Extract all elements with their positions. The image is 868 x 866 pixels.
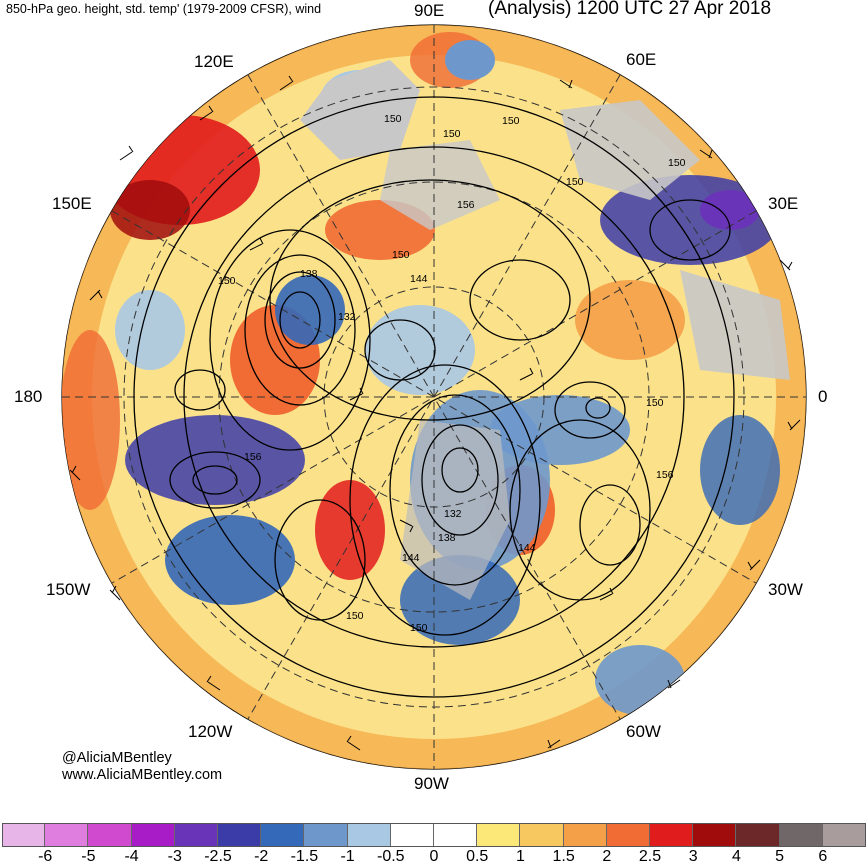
- lon-label-90w: 90W: [414, 774, 449, 793]
- colorbar-tick-label: 0.5: [466, 848, 489, 865]
- colorbar-tick-label: 1.5: [552, 848, 575, 865]
- author-website[interactable]: www.AliciaMBentley.com: [62, 767, 223, 783]
- contour-label: 156: [656, 469, 674, 481]
- contour-label: 150: [566, 176, 584, 188]
- contour-label: 150: [218, 275, 236, 287]
- contour-label: 144: [402, 552, 420, 564]
- lon-label-30w: 30W: [768, 580, 803, 599]
- lon-label-120e: 120E: [194, 52, 234, 71]
- valid-time-title: (Analysis) 1200 UTC 27 Apr 2018: [488, 0, 772, 19]
- graticule: [62, 25, 806, 769]
- colorbar-swatch: [650, 823, 694, 847]
- lon-label-150w: 150W: [46, 580, 91, 599]
- colorbar-swatch: [434, 823, 478, 847]
- colorbar-swatch: [606, 823, 650, 847]
- colorbar-swatch: [736, 823, 780, 847]
- lon-label-120w: 120W: [188, 722, 233, 741]
- contour-label: 138: [300, 268, 318, 280]
- colorbar-swatch: [131, 823, 175, 847]
- colorbar-tick-label: 6: [818, 848, 828, 865]
- colorbar-swatch: [88, 823, 132, 847]
- polar-stereographic-map: 150 150 150 150 150 156 150 138 144 132 …: [61, 24, 807, 770]
- colorbar-swatch: [2, 823, 46, 847]
- lon-label-90e: 90E: [414, 1, 445, 20]
- contour-label: 144: [518, 542, 536, 554]
- contour-label: 144: [410, 273, 428, 285]
- contour-label: 138: [438, 532, 456, 544]
- colorbar-tick-label: -2.5: [204, 848, 232, 865]
- contour-label: 132: [338, 311, 356, 323]
- colorbar-tick-label: 4: [731, 848, 741, 865]
- lon-label-30e: 30E: [768, 194, 799, 213]
- contour-label: 150: [346, 610, 364, 622]
- colorbar-tick-label: -6: [38, 848, 53, 865]
- colorbar-swatch: [390, 823, 434, 847]
- wind-barbs: [69, 75, 801, 751]
- contour-label: 150: [410, 622, 428, 634]
- colorbar-swatch: [520, 823, 564, 847]
- colorbar-swatch: [304, 823, 348, 847]
- colorbar-swatch: [261, 823, 305, 847]
- contour-label-group: 150 150 150 150 150 156 150 138 144 132 …: [218, 113, 686, 634]
- colorbar-swatch: [563, 823, 607, 847]
- contour-label: 150: [646, 397, 664, 409]
- lon-label-0: 0: [818, 387, 828, 406]
- contour-label: 150: [443, 128, 461, 140]
- colorbar-swatch: [218, 823, 262, 847]
- contour-label: 132: [444, 508, 462, 520]
- geopotential-contours: [133, 96, 735, 698]
- colorbar-swatch: [174, 823, 218, 847]
- lon-label-60e: 60E: [626, 50, 657, 69]
- colorbar-tick-label: 2.5: [638, 848, 662, 865]
- colorbar-tick-label: -1: [340, 848, 355, 865]
- lon-label-180: 180: [14, 387, 43, 406]
- colorbar-outline: [2, 823, 866, 847]
- colorbar-swatch: [779, 823, 823, 847]
- colorbar-tick-label: 0: [429, 848, 439, 865]
- colorbar-swatch: [477, 823, 521, 847]
- contour-label: 150: [392, 249, 410, 261]
- colorbar-tick-label: 3: [688, 848, 698, 865]
- colorbar-swatch: [693, 823, 737, 847]
- contour-label: 150: [668, 157, 686, 169]
- colorbar-tick-label: -0.5: [377, 848, 405, 865]
- lon-label-60w: 60W: [626, 722, 661, 741]
- colorbar-tick-label: -5: [81, 848, 96, 865]
- contour-label: 156: [244, 451, 262, 463]
- contour-label: 156: [457, 199, 475, 211]
- colorbar-tick-label: -1.5: [290, 848, 319, 865]
- colorbar-tick-label: -4: [124, 848, 139, 865]
- contour-label: 150: [502, 115, 520, 127]
- colorbar-tick-label: -2: [254, 848, 269, 865]
- colorbar-tick-label: 2: [602, 848, 612, 865]
- lon-label-150e: 150E: [52, 194, 92, 213]
- author-handle: @AliciaMBentley: [62, 750, 172, 766]
- colorbar-swatch: [347, 823, 391, 847]
- colorbar-tick-label: -3: [167, 848, 182, 865]
- colorbar: -6 -5 -4 -3 -2.5 -2 -1.5 -1 -0.5 0 0.5 1 1.5 2 2.5 3 4 5 6: [0, 818, 868, 865]
- colorbar-swatch: [45, 823, 89, 847]
- colorbar-tick-label: 1: [515, 848, 525, 865]
- author-credit: @AliciaMBentley www.AliciaMBentley.com: [62, 750, 222, 784]
- colorbar-tick-label: 5: [775, 848, 785, 865]
- map-title: 850-hPa geo. height, std. temp' (1979-20…: [6, 2, 322, 16]
- contour-label: 150: [384, 113, 402, 125]
